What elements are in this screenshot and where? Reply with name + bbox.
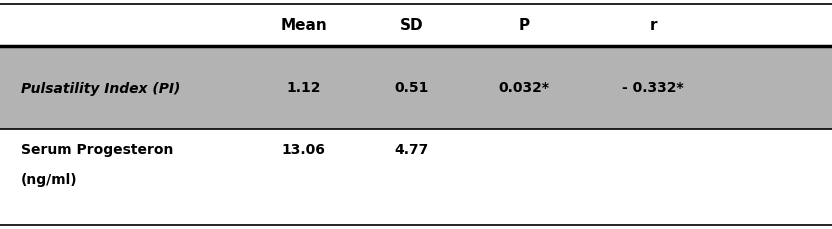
Text: P: P	[518, 18, 530, 33]
Text: Pulsatility Index (PI): Pulsatility Index (PI)	[21, 81, 181, 95]
Text: - 0.332*: - 0.332*	[622, 81, 684, 95]
Text: 0.51: 0.51	[394, 81, 429, 95]
Text: Mean: Mean	[280, 18, 327, 33]
Text: 4.77: 4.77	[394, 142, 429, 156]
Text: r: r	[649, 18, 657, 33]
Text: (ng/ml): (ng/ml)	[21, 172, 77, 186]
Text: SD: SD	[400, 18, 423, 33]
Text: Serum Progesteron: Serum Progesteron	[21, 142, 173, 156]
Text: 13.06: 13.06	[282, 142, 325, 156]
Bar	[0, 47, 832, 129]
Text: 1.12: 1.12	[286, 81, 321, 95]
Text: 0.032*: 0.032*	[498, 81, 550, 95]
